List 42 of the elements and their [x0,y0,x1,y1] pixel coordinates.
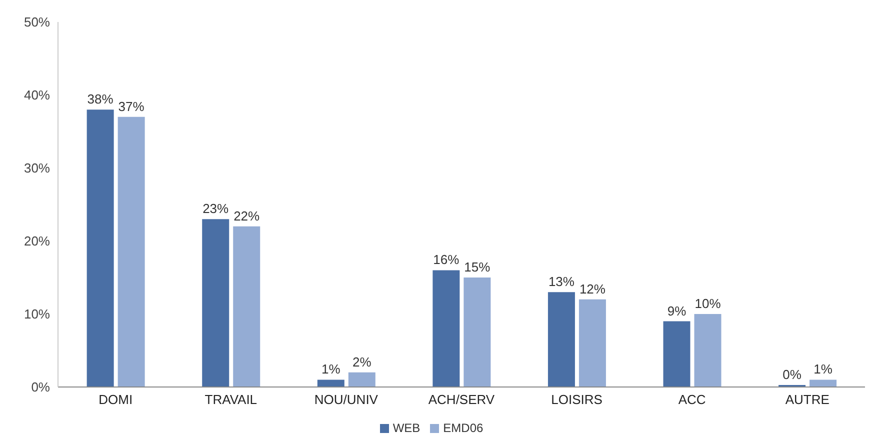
y-tick-label: 30% [24,160,50,176]
data-label: 9% [667,303,687,318]
y-tick-label: 0% [31,380,50,395]
bar [118,116,145,387]
y-tick-label: 20% [24,234,50,249]
data-label: 13% [548,274,575,290]
x-tick-label: ACH/SERV [428,392,495,408]
y-tick-label: 10% [24,306,50,322]
y-tick-label: 50% [24,14,50,30]
x-tick-label: DOMI [98,392,133,408]
data-label: 16% [433,252,460,268]
bar [432,270,460,387]
legend-label: WEB [392,421,420,435]
data-label: 22% [234,208,260,224]
data-label: 2% [352,354,372,370]
bar [548,292,575,387]
data-label: 1% [814,362,833,377]
data-label: 10% [694,296,722,311]
y-tick-label: 40% [24,88,50,103]
bar [663,321,690,387]
bar [464,278,491,387]
bar [694,314,722,387]
bar [317,380,344,387]
x-tick-label: NOU/UNIV [314,392,378,408]
data-label: 1% [321,362,341,377]
bar [810,380,837,387]
bar [348,372,376,387]
data-label: 37% [118,98,145,114]
bar [578,299,606,387]
legend-label: EMD06 [443,421,484,435]
data-label: 23% [202,201,230,216]
data-label: 38% [87,92,114,107]
x-tick-label: AUTRE [785,392,830,408]
x-tick-label: TRAVAIL [204,392,258,408]
bar [233,226,260,387]
x-tick-label: LOISIRS [551,392,603,408]
bar [86,110,114,387]
bar [202,219,230,387]
data-label: 15% [464,260,491,274]
x-tick-label: ACC [678,392,706,408]
data-label: 12% [579,281,606,296]
data-label: 0% [782,367,802,382]
